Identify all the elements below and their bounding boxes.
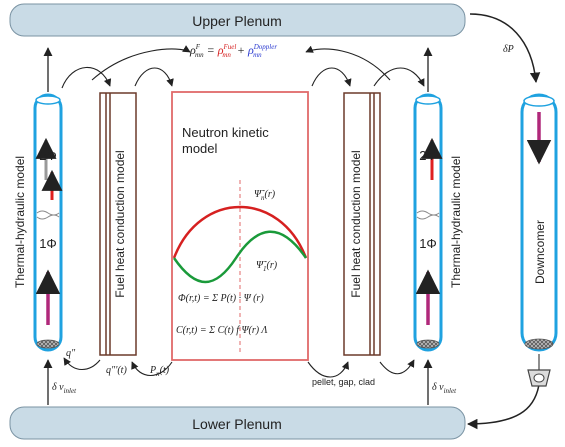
- lower-plenum-label: Lower Plenum: [192, 416, 282, 432]
- lower-plenum: Lower Plenum: [9, 406, 466, 440]
- right-one-phase-label: 1Φ: [419, 236, 437, 251]
- left-fuel-heat-label: Fuel heat conduction model: [113, 150, 127, 297]
- precursor-equation: C(r,t) = Σ C(t) f Ψ(r) Λ: [176, 325, 267, 336]
- pressure-drop-label: δP: [503, 44, 514, 55]
- forward-shape-curve: [172, 230, 308, 284]
- neutron-kinetic-box: Neutron kinetic model Ψ̃n(r) Ψ̃1(r) Φ(r,…: [171, 91, 309, 361]
- left-one-phase-label: 1Φ: [39, 236, 57, 251]
- right-thermal-hydraulic-channel: 2Φ 1Φ: [413, 47, 443, 352]
- wall-heat-flux-label: q": [66, 348, 76, 359]
- neutron-kinetic-title-2: model: [182, 141, 218, 156]
- right-fuel-heat-label: Fuel heat conduction model: [349, 150, 363, 297]
- forward-shape-label: Ψ̃1(r): [256, 260, 278, 273]
- adjoint-shape-label: Ψ̃n(r): [254, 189, 276, 202]
- fuel-heat-source-label: q"'(t): [106, 365, 127, 376]
- coupling-labels: q" q"'(t) Pn(t) pellet, gap, clad: [63, 348, 415, 387]
- left-thermal-hydraulic-channel: 2Φ 1Φ: [33, 47, 63, 352]
- pump-icon: [527, 354, 551, 387]
- fuel-layers-label: pellet, gap, clad: [312, 377, 375, 387]
- downcomer-label: Downcomer: [533, 220, 547, 284]
- left-thermal-hydraulic-label: Thermal-hydraulic model: [13, 156, 27, 288]
- right-inlet: δ vinlet: [423, 359, 457, 405]
- pressure-drop-arrow: δP: [469, 13, 541, 84]
- left-two-phase-label: 2Φ: [39, 148, 57, 163]
- top-coupling-arrows: [61, 45, 425, 89]
- power-label: Pn(t): [149, 365, 170, 378]
- flux-equation: Φ(r,t) = Σ P(t) · Ψ (r): [178, 293, 264, 304]
- left-inlet: δ vinlet: [43, 359, 77, 405]
- downcomer: Downcomer: [520, 93, 558, 352]
- reactivity-equation: ρF mn = ρFuel mn + ρDoppler mn: [189, 43, 277, 59]
- right-fuel-rod: Fuel heat conduction model: [343, 92, 381, 356]
- right-thermal-hydraulic-label: Thermal-hydraulic model: [449, 156, 463, 288]
- neutron-kinetic-title: Neutron kinetic: [182, 125, 269, 140]
- left-inlet-velocity-label: δ vinlet: [52, 382, 77, 395]
- adjoint-shape-curve: [172, 205, 308, 259]
- downcomer-return-arrow: [466, 371, 541, 430]
- upper-plenum-label: Upper Plenum: [192, 13, 282, 29]
- upper-plenum: Upper Plenum: [9, 3, 466, 37]
- right-inlet-velocity-label: δ vinlet: [432, 382, 457, 395]
- right-two-phase-label: 2Φ: [419, 148, 437, 163]
- left-fuel-rod: Fuel heat conduction model: [99, 92, 137, 356]
